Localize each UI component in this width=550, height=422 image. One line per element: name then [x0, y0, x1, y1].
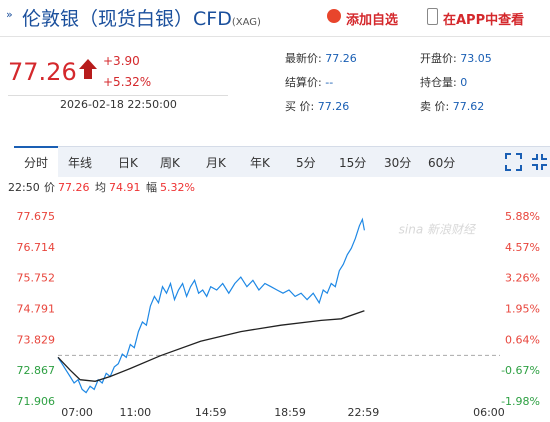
y-tick-label: 76.714	[17, 241, 56, 254]
y-tick-label: 72.867	[17, 364, 56, 377]
tab-bar: 分时 年线 日K 周K 月K 年K 5分 15分 30分 60分	[14, 146, 550, 178]
y2-tick-label: 3.26%	[505, 272, 540, 285]
field-label: 卖 价:	[420, 100, 450, 113]
tab[interactable]: 分时	[14, 146, 58, 178]
change-pct: +5.32%	[103, 75, 152, 89]
tab[interactable]: 15分	[339, 156, 367, 170]
quote-field: 持仓量: 0	[420, 74, 467, 90]
y2-tick-label: -1.98%	[501, 395, 540, 408]
field-value: 77.62	[452, 100, 485, 113]
phone-icon	[427, 8, 438, 25]
quote-time: 2026-02-18 22:50:00	[60, 98, 177, 111]
code: (XAG)	[231, 17, 261, 28]
tab[interactable]: 年K	[250, 156, 270, 170]
field-value: --	[325, 76, 334, 89]
y2-tick-label: 1.95%	[505, 303, 540, 316]
fire-icon	[327, 9, 341, 23]
field-label: 持仓量:	[420, 76, 457, 89]
y-tick-label: 77.675	[17, 210, 56, 223]
tab[interactable]: 月K	[206, 156, 226, 170]
y-tick-label: 73.829	[17, 333, 56, 346]
divider	[0, 36, 550, 37]
tab[interactable]: 年线	[68, 156, 93, 170]
field-label: 买 价:	[285, 100, 315, 113]
info-price: 77.26	[58, 181, 90, 194]
x-tick-label: 14:59	[195, 406, 227, 419]
field-value: 0	[460, 76, 468, 89]
view-in-app[interactable]: 在APP中查看	[443, 13, 525, 28]
chart: 22:50 价 77.26 均 74.91 幅 5.32% sina 新浪财经 …	[8, 181, 540, 419]
tool-icons	[505, 153, 547, 171]
y2-tick-label: 5.88%	[505, 210, 540, 223]
quote-field: 最新价: 77.26	[285, 50, 357, 66]
info-time: 22:50	[8, 181, 40, 194]
quote-field: 卖 价: 77.62	[420, 98, 484, 114]
x-tick-label: 07:00	[61, 406, 93, 419]
arrow-icon: »	[6, 8, 13, 21]
field-label: 结算价:	[285, 76, 322, 89]
info-pct: 5.32%	[160, 181, 195, 194]
y-tick-label: 71.906	[17, 395, 56, 408]
info-label: 幅	[146, 181, 157, 194]
quote-field: 结算价: --	[285, 74, 333, 90]
field-value: 77.26	[317, 100, 350, 113]
field-value: 77.26	[325, 52, 357, 65]
up-arrow	[79, 59, 97, 79]
y-tick-label: 74.791	[17, 302, 56, 315]
x-tick-label: 22:59	[348, 406, 380, 419]
x-tick-label: 11:00	[119, 406, 151, 419]
field-label: 开盘价:	[420, 52, 457, 65]
tab[interactable]: 5分	[296, 156, 316, 170]
divider	[8, 95, 228, 96]
change: +3.90	[103, 54, 140, 68]
x-tick-label: 18:59	[274, 406, 306, 419]
y2-tick-label: -0.67%	[501, 364, 540, 377]
tab[interactable]: 周K	[160, 156, 180, 170]
add-watchlist[interactable]: 添加自选	[346, 13, 399, 28]
quote-field: 开盘价: 73.05	[420, 50, 492, 66]
y2-tick-label: 0.64%	[505, 333, 540, 346]
info-label: 均	[95, 181, 106, 194]
y2-tick-label: 4.57%	[505, 241, 540, 254]
price-line	[57, 217, 365, 394]
price: 77.26	[8, 58, 77, 86]
quote-field: 买 价: 77.26	[285, 98, 349, 114]
info-avg: 74.91	[109, 181, 141, 194]
tab[interactable]: 30分	[384, 156, 412, 170]
title: 伦敦银（现货白银）CFD(XAG)	[22, 4, 261, 31]
info-label: 价	[44, 181, 55, 194]
average-line	[57, 310, 365, 382]
title-text: 伦敦银（现货白银）CFD	[22, 8, 232, 30]
field-label: 最新价:	[285, 52, 322, 65]
tab[interactable]: 60分	[428, 156, 456, 170]
tab[interactable]: 日K	[118, 156, 138, 170]
watermark: sina 新浪财经	[399, 223, 477, 237]
field-value: 73.05	[460, 52, 492, 65]
y-tick-label: 75.752	[17, 272, 56, 285]
x-tick-label: 06:00	[473, 406, 505, 419]
